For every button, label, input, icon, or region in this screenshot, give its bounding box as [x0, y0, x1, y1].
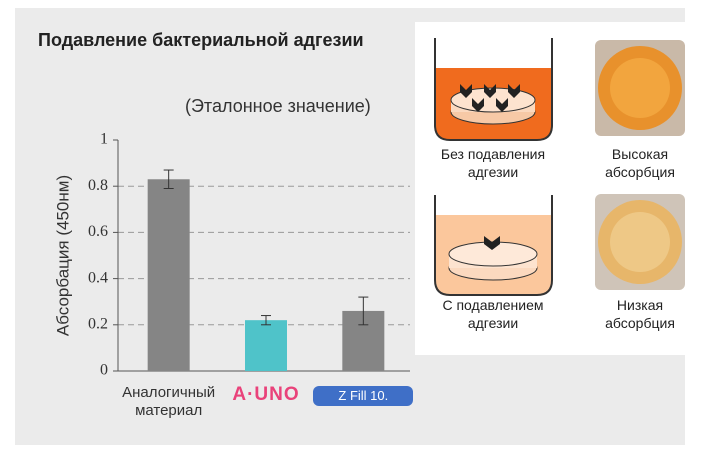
y-tick-label: 1: [100, 131, 108, 148]
chart-title: Подавление бактериальной адгезии: [38, 30, 368, 51]
x-tick-label: Аналогичный материал: [114, 384, 224, 420]
y-axis-label: Абсорбация (450нм): [53, 175, 72, 336]
panel-result: Низкая абсорбция: [595, 296, 685, 332]
panel-label: С подавлением адгезии: [423, 296, 563, 332]
chart: 0 0.2 0.4 0.6 0.8 1 Абсорбация (450нм): [0, 0, 705, 450]
panel-result: Высокая абсорбция: [595, 145, 685, 181]
panel-label: Без подавления адгезии: [423, 145, 563, 181]
y-tick-label: 0.4: [88, 269, 108, 286]
photo-high: [595, 40, 685, 136]
y-tick-label: 0: [100, 362, 108, 379]
page: 0 0.2 0.4 0.6 0.8 1 Абсорбация (450нм) Подавле…: [0, 0, 705, 450]
chart-subtitle: (Эталонное значение): [185, 96, 371, 117]
photo-low: [595, 194, 685, 290]
x-tick-label: A·UNO: [211, 386, 321, 404]
bar: [148, 179, 190, 371]
bar: [245, 320, 287, 371]
x-tick-label: Z Fill 10.: [313, 386, 413, 406]
y-tick-label: 0.6: [88, 223, 108, 240]
y-tick-label: 0.2: [88, 315, 108, 332]
y-tick-label: 0.8: [88, 177, 108, 194]
